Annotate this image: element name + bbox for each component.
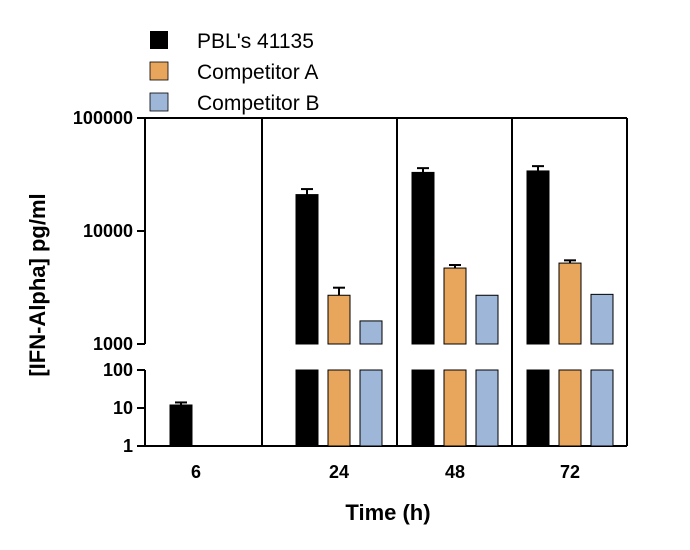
- x-tick-label-72: 72: [560, 462, 580, 482]
- y-tick-label-10: 10: [113, 398, 133, 418]
- y-tick-label-1: 1: [123, 436, 133, 456]
- legend-swatch-pbl: [150, 31, 168, 49]
- legend: PBL's 41135 Competitor A Competitor B: [149, 30, 320, 115]
- bar-competitor-b-72-upper: [590, 293, 614, 345]
- legend-label-pbl: PBL's 41135: [197, 30, 314, 53]
- plot-area: 1 10 100 1000 10000 100000 6 24 48 72: [73, 108, 628, 482]
- legend-label-competitor-a: Competitor A: [197, 61, 318, 84]
- bar-pbl-s-41135-72-upper: [526, 170, 550, 345]
- bar-competitor-b-48-lower: [475, 369, 499, 447]
- x-axis-title: Time (h): [345, 500, 430, 525]
- bar-pbl-s-41135-48-lower: [411, 369, 435, 447]
- bar-competitor-b-24-upper: [359, 320, 383, 345]
- bar-competitor-b-72-lower: [590, 369, 614, 447]
- y-tick-label-1000: 1000: [93, 334, 133, 354]
- legend-swatch-competitor-b: [149, 92, 169, 112]
- bar-competitor-a-48-lower: [443, 369, 467, 447]
- bar-competitor-b-48-upper: [475, 294, 499, 345]
- x-tick-label-24: 24: [329, 462, 349, 482]
- y-tick-label-100000: 100000: [73, 108, 133, 128]
- legend-label-competitor-b: Competitor B: [197, 92, 320, 115]
- bar-pbl-s-41135-6: [169, 404, 193, 447]
- bar-pbl-s-41135-48-upper: [411, 171, 435, 345]
- x-tick-label-6: 6: [191, 462, 201, 482]
- x-tick-label-48: 48: [445, 462, 465, 482]
- bar-pbl-s-41135-24-upper: [295, 194, 319, 345]
- bar-competitor-a-72-lower: [558, 369, 582, 447]
- bar-pbl-s-41135-72-lower: [526, 369, 550, 447]
- y-axis-title: [IFN-Alpha] pg/ml: [25, 193, 50, 376]
- bar-competitor-a-72-upper: [558, 262, 582, 345]
- legend-swatch-competitor-a: [149, 61, 169, 81]
- bar-competitor-b-24-lower: [359, 369, 383, 447]
- y-tick-label-100: 100: [103, 360, 133, 380]
- bar-pbl-s-41135-24-lower: [295, 369, 319, 447]
- bar-competitor-a-24-upper: [327, 294, 351, 345]
- bar-competitor-a-48-upper: [443, 267, 467, 345]
- bar-competitor-a-24-lower: [327, 369, 351, 447]
- y-tick-label-10000: 10000: [83, 221, 133, 241]
